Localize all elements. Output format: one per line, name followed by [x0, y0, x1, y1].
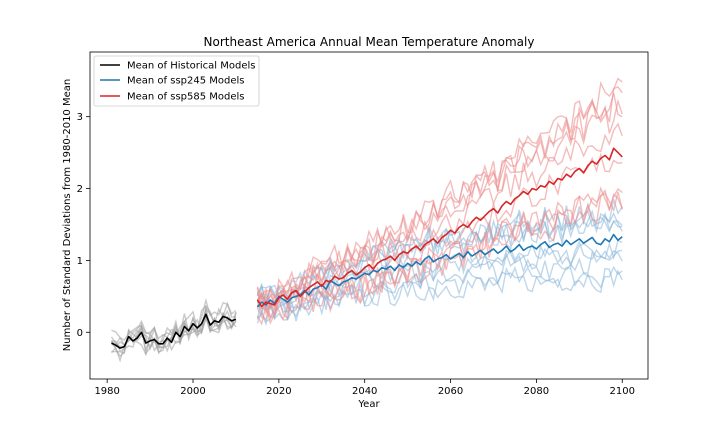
legend-label-ssp585: Mean of ssp585 Models — [127, 92, 245, 103]
y-axis-label: Number of Standard Deviations from 1980-… — [62, 79, 73, 351]
ensemble-member-line — [256, 185, 623, 326]
ssp585-mean-line — [256, 147, 623, 308]
x-axis-ticks: 1980 2000 2020 2040 2060 2080 2100 — [94, 379, 635, 397]
historical-mean-line — [111, 313, 237, 349]
ensemble-member-lines — [110, 77, 623, 363]
x-tick-label: 2020 — [266, 386, 291, 397]
ensemble-member-line — [256, 265, 623, 327]
x-tick-label: 2040 — [352, 386, 377, 397]
model-mean-lines — [111, 147, 623, 349]
x-tick-label: 2000 — [180, 386, 205, 397]
ensemble-member-line — [256, 98, 623, 313]
y-axis-ticks: 0 1 2 3 — [77, 112, 90, 339]
ssp245-mean-line — [256, 233, 623, 308]
legend-label-historical: Mean of Historical Models — [127, 61, 256, 72]
ensemble-member-line — [111, 312, 237, 353]
plot-frame — [89, 51, 649, 380]
y-tick-label: 1 — [77, 256, 83, 267]
ensemble-member-line — [111, 307, 237, 350]
x-tick-label: 2100 — [610, 386, 635, 397]
legend-label-ssp245: Mean of ssp245 Models — [127, 76, 245, 87]
x-tick-label: 2060 — [438, 386, 463, 397]
ensemble-member-line — [256, 77, 623, 309]
x-tick-label: 1980 — [94, 386, 119, 397]
ensemble-member-line — [256, 239, 623, 314]
y-tick-label: 2 — [77, 184, 83, 195]
x-axis-label: Year — [357, 399, 380, 410]
x-tick-label: 2080 — [524, 386, 549, 397]
ensemble-member-line — [256, 152, 623, 318]
y-tick-label: 3 — [77, 112, 83, 123]
y-tick-label: 0 — [77, 328, 83, 339]
legend: Mean of Historical Models Mean of ssp245… — [93, 55, 260, 107]
legend-box — [93, 55, 260, 107]
chart-title: Northeast America Annual Mean Temperatur… — [204, 35, 535, 49]
